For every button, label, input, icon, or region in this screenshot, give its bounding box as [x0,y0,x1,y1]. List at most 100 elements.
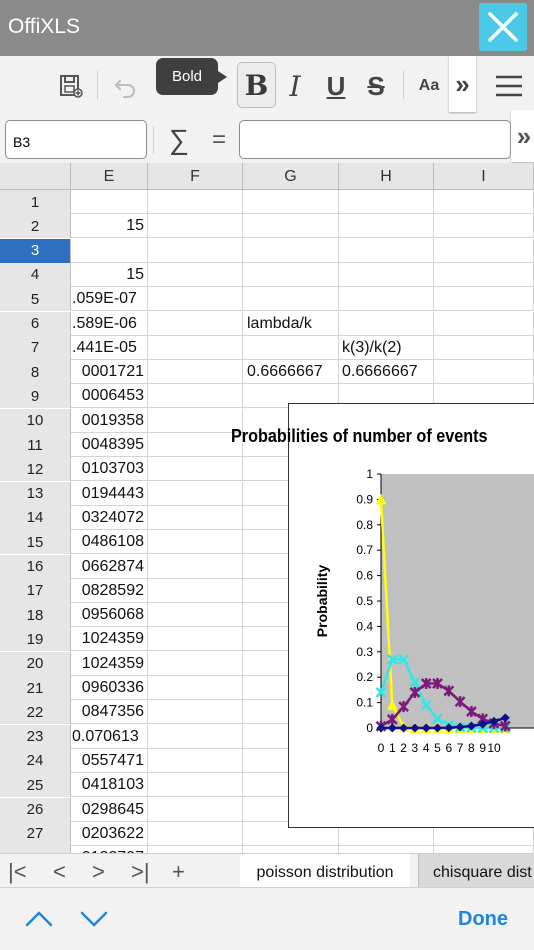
next-sheet-button[interactable]: > [92,859,105,884]
table-cell[interactable]: 0006453 [71,384,148,409]
table-cell[interactable] [339,287,434,312]
row-header[interactable]: 2 [0,214,71,239]
table-cell[interactable]: k(3)/k(2) [339,335,434,360]
table-cell[interactable]: 0956068 [71,603,148,628]
formula-input[interactable] [239,120,511,159]
undo-button[interactable] [108,66,142,106]
table-cell[interactable] [148,214,243,239]
row-header[interactable]: 22 [0,700,71,725]
equals-button[interactable]: = [211,126,226,153]
row-header[interactable]: 21 [0,676,71,700]
table-cell[interactable] [148,797,243,822]
add-sheet-button[interactable]: + [172,859,185,884]
table-cell[interactable] [434,311,534,336]
table-cell[interactable]: 0194443 [71,481,148,506]
row-header[interactable]: 16 [0,554,71,579]
table-cell[interactable] [434,287,534,312]
table-cell[interactable] [148,603,243,628]
table-cell[interactable] [434,190,534,214]
strikethrough-button[interactable]: S [367,70,385,101]
table-cell[interactable]: 1024359 [71,651,148,676]
toolbar-more-button[interactable]: » [449,56,476,112]
row-header[interactable]: 25 [0,773,71,798]
row-header[interactable]: 15 [0,530,71,555]
table-cell[interactable] [434,846,534,853]
table-cell[interactable] [148,700,243,725]
table-cell[interactable] [434,360,534,385]
table-cell[interactable] [434,335,534,360]
row-header[interactable]: 3 [0,238,71,263]
table-cell[interactable]: 0103703 [71,457,148,482]
row-header[interactable]: 18 [0,603,71,628]
table-cell[interactable]: 0203622 [71,821,148,846]
table-cell[interactable]: 0960336 [71,676,148,700]
table-cell[interactable] [148,457,243,482]
table-cell[interactable] [148,554,243,579]
table-cell[interactable] [243,846,339,853]
row-header[interactable]: 19 [0,627,71,652]
row-header[interactable]: 5 [0,287,71,312]
table-cell[interactable] [148,773,243,798]
table-cell[interactable] [243,821,339,846]
table-cell[interactable] [148,676,243,700]
table-cell[interactable] [339,262,434,287]
table-cell[interactable]: 0828592 [71,578,148,603]
bold-button[interactable]: B [237,62,276,108]
row-header[interactable]: 7 [0,335,71,360]
last-sheet-button[interactable]: >| [131,859,150,884]
column-header[interactable]: H [339,163,434,190]
table-cell[interactable] [148,846,243,853]
table-cell[interactable]: .059E-07 [71,287,148,312]
table-cell[interactable] [339,238,434,263]
table-cell[interactable] [71,190,148,214]
table-cell[interactable] [339,311,434,336]
table-cell[interactable] [339,214,434,239]
first-sheet-button[interactable]: |< [8,859,27,884]
table-cell[interactable] [243,287,339,312]
row-header[interactable]: 1 [0,190,71,214]
table-cell[interactable] [148,748,243,773]
spreadsheet-grid[interactable]: E F G H I 1 2 15 3 4 15 5.059E-07 6.589E-06 lamb… [0,163,534,853]
row-header[interactable]: 6 [0,311,71,336]
table-cell[interactable] [148,287,243,312]
table-cell[interactable] [148,651,243,676]
row-header[interactable]: 9 [0,384,71,409]
row-header[interactable]: 26 [0,797,71,822]
corner-cell[interactable] [0,163,71,190]
table-cell[interactable] [148,433,243,457]
next-button[interactable] [79,904,109,934]
done-button[interactable]: Done [458,908,508,930]
table-cell[interactable]: 15 [71,262,148,287]
table-cell[interactable]: 0662874 [71,554,148,579]
table-cell[interactable] [434,238,534,263]
italic-button[interactable]: I [289,69,301,103]
sum-button[interactable]: ∑ [169,124,189,155]
font-size-button[interactable]: Aa [418,77,440,94]
row-header[interactable]: 23 [0,724,71,749]
column-header[interactable]: I [434,163,534,190]
table-cell[interactable]: 0132797 [71,846,148,853]
table-cell[interactable] [148,627,243,652]
table-cell[interactable] [148,724,243,749]
table-cell[interactable] [148,408,243,433]
row-header[interactable]: 10 [0,408,71,433]
row-header[interactable]: 14 [0,505,71,530]
table-cell[interactable]: lambda/k [243,311,339,336]
table-cell[interactable]: .441E-05 [71,335,148,360]
table-cell[interactable]: 0.6666667 [243,360,339,385]
table-cell[interactable] [243,190,339,214]
save-button[interactable] [54,66,88,106]
table-cell[interactable]: 0001721 [71,360,148,385]
column-header[interactable]: G [243,163,339,190]
table-cell[interactable] [148,384,243,409]
table-cell[interactable]: 0.6666667 [339,360,434,385]
table-cell[interactable] [434,262,534,287]
underline-button[interactable]: U [326,70,346,101]
table-cell[interactable] [148,821,243,846]
row-header[interactable]: 20 [0,651,71,676]
table-cell[interactable]: 0324072 [71,505,148,530]
formula-more-button[interactable]: » [511,110,534,162]
table-cell[interactable] [243,214,339,239]
table-cell[interactable] [148,335,243,360]
row-header[interactable]: 13 [0,481,71,506]
